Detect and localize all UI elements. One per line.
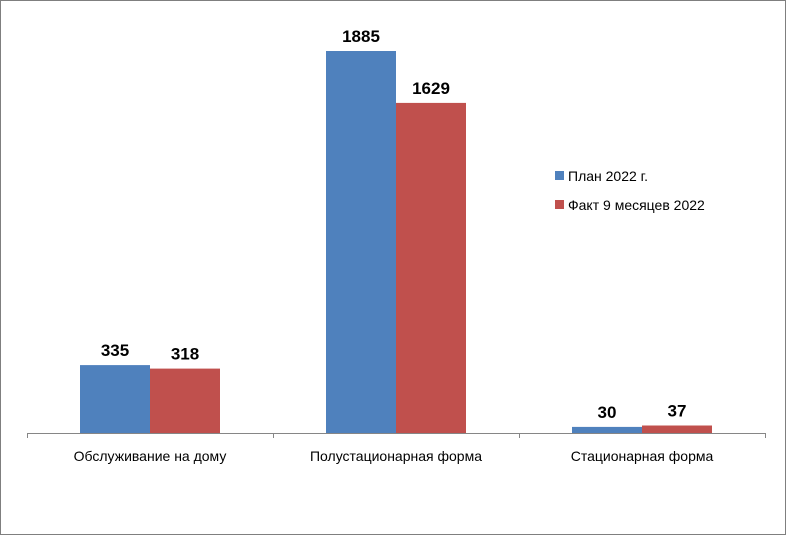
x-tick-label-0: Обслуживание на дому (74, 448, 227, 464)
data-label-2-0: 30 (598, 403, 617, 422)
bar-0-1 (150, 368, 220, 433)
bar-2-0 (572, 426, 642, 433)
data-label-0-1: 318 (171, 345, 199, 364)
legend-label-1: Факт 9 месяцев 2022 (568, 197, 705, 213)
legend-swatch-0 (555, 171, 564, 180)
bar-1-1 (396, 102, 466, 434)
x-tick-label-2: Стационарная форма (571, 448, 714, 464)
legend-swatch-1 (555, 200, 564, 209)
bar-2-1 (642, 425, 712, 433)
data-label-2-1: 37 (668, 402, 687, 421)
bar-1-0 (326, 51, 396, 433)
x-tick-label-1: Полустационарная форма (310, 448, 482, 464)
legend-label-0: План 2022 г. (568, 168, 648, 184)
data-labels-group: 335 318 1885 1629 30 37 (101, 27, 687, 422)
data-label-1-0: 1885 (342, 27, 380, 46)
x-axis: Обслуживание на дому Полустационарная фор… (27, 433, 766, 464)
bars-group (80, 51, 712, 434)
data-label-1-1: 1629 (412, 79, 450, 98)
legend: План 2022 г. Факт 9 месяцев 2022 (555, 168, 705, 213)
bar-0-0 (80, 365, 150, 433)
data-label-0-0: 335 (101, 341, 129, 360)
